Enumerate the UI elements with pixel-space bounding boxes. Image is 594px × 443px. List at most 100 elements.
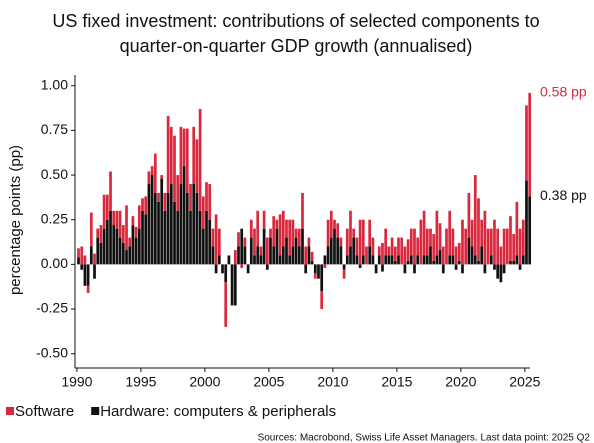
- bar-segment: [275, 219, 279, 229]
- y-tick-label: -0.50: [36, 344, 68, 360]
- bar-segment: [166, 192, 170, 265]
- bar-segment: [102, 228, 106, 265]
- bar-segment: [457, 242, 461, 261]
- bar-segment: [445, 228, 448, 265]
- bar-segment: [441, 264, 445, 274]
- bar-segment: [256, 246, 260, 265]
- bar-segment: [416, 255, 420, 265]
- bar-segment: [345, 228, 349, 256]
- bar-segment: [182, 128, 186, 167]
- bar-segment: [265, 264, 269, 270]
- bar-segment: [272, 216, 276, 247]
- bar-segment: [176, 210, 180, 265]
- bar-segment: [525, 180, 528, 265]
- bar-segment: [131, 225, 135, 265]
- source: Sources: Macrobond, Swiss Life Asset Man…: [258, 433, 591, 443]
- y-tick-label: 0.75: [41, 121, 68, 137]
- bar-segment: [413, 228, 416, 265]
- bar-segment: [179, 126, 183, 184]
- bar-segment: [489, 228, 493, 256]
- legend-label: Hardware: computers & peripherals: [100, 403, 336, 420]
- bar-segment: [457, 260, 461, 265]
- annotation: 0.38 pp: [540, 187, 587, 203]
- bar-segment: [477, 198, 480, 261]
- bar-segment: [384, 255, 388, 265]
- x-tick-label: 1995: [125, 374, 156, 390]
- y-axis-label: percentage points (pp): [7, 145, 24, 295]
- bar-segment: [374, 264, 378, 274]
- bar-segment: [393, 246, 397, 261]
- bar-segment: [509, 216, 512, 261]
- bar-segment: [454, 264, 458, 270]
- bar-segment: [121, 225, 125, 243]
- x-tick-label: 2005: [253, 374, 284, 390]
- bar-segment: [422, 210, 426, 256]
- bar-segment: [144, 196, 148, 215]
- bar-segment: [278, 255, 282, 265]
- bar-segment: [182, 166, 186, 265]
- bar-segment: [336, 237, 340, 265]
- bar-segment: [525, 105, 528, 181]
- bar-segment: [297, 246, 301, 265]
- bar-segment: [358, 219, 362, 265]
- bar-segment: [205, 210, 208, 265]
- bar-segment: [80, 264, 84, 270]
- bar-segment: [285, 237, 288, 265]
- bar-segment: [486, 228, 490, 265]
- bar-segment: [416, 237, 420, 256]
- bar-segment: [134, 237, 138, 265]
- bar-segment: [432, 260, 436, 265]
- bar-segment: [163, 192, 167, 211]
- bar-segment: [349, 246, 352, 265]
- bar-segment: [211, 246, 215, 265]
- bar-segment: [195, 139, 199, 193]
- bar-segment: [310, 260, 314, 265]
- legend-label: Software: [15, 403, 74, 420]
- bar-segment: [409, 255, 413, 265]
- bar-segment: [390, 255, 394, 265]
- bar-segment: [109, 210, 112, 265]
- bar-segment: [518, 228, 522, 265]
- legend-swatch: [91, 407, 100, 415]
- bar-segment: [195, 192, 199, 265]
- bar-segment: [256, 210, 260, 247]
- bar-segment: [301, 228, 304, 265]
- bar-segment: [441, 246, 445, 265]
- bar-segment: [432, 234, 436, 261]
- bar-segment: [217, 255, 221, 265]
- bar-segment: [291, 219, 295, 247]
- bar-segment: [141, 210, 144, 265]
- bar-segment: [429, 246, 432, 265]
- bar-segment: [192, 126, 196, 184]
- bar-segment: [112, 210, 116, 226]
- bar-segment: [352, 228, 356, 238]
- bar-segment: [461, 219, 464, 265]
- bar-segment: [86, 264, 90, 286]
- bar-segment: [502, 228, 506, 265]
- bar-segment: [227, 255, 231, 265]
- bar-segment: [403, 264, 407, 274]
- bar-segment: [326, 246, 330, 265]
- bar-segment: [173, 201, 176, 265]
- x-tick-label: 2010: [317, 374, 348, 390]
- bar-segment: [281, 210, 285, 247]
- bar-segment: [137, 228, 141, 265]
- x-tick-label: 1990: [61, 374, 92, 390]
- bar-segment: [435, 255, 439, 265]
- chart-title: quarter-on-quarter GDP growth (annualise…: [120, 36, 473, 56]
- bar-segment: [461, 264, 464, 274]
- x-tick-label: 2025: [509, 374, 540, 390]
- bar-segment: [301, 192, 304, 229]
- bar-segment: [365, 246, 368, 265]
- bar-segment: [496, 264, 500, 279]
- bar-segment: [294, 228, 298, 238]
- bar-segment: [208, 219, 212, 265]
- bar-segment: [233, 250, 237, 265]
- bar-segment: [217, 228, 221, 256]
- bar-segment: [201, 228, 205, 265]
- bar-segment: [192, 183, 196, 265]
- bar-segment: [515, 201, 519, 256]
- bar-segment: [528, 196, 532, 265]
- bar-segment: [118, 210, 122, 238]
- bar-segment: [131, 216, 135, 226]
